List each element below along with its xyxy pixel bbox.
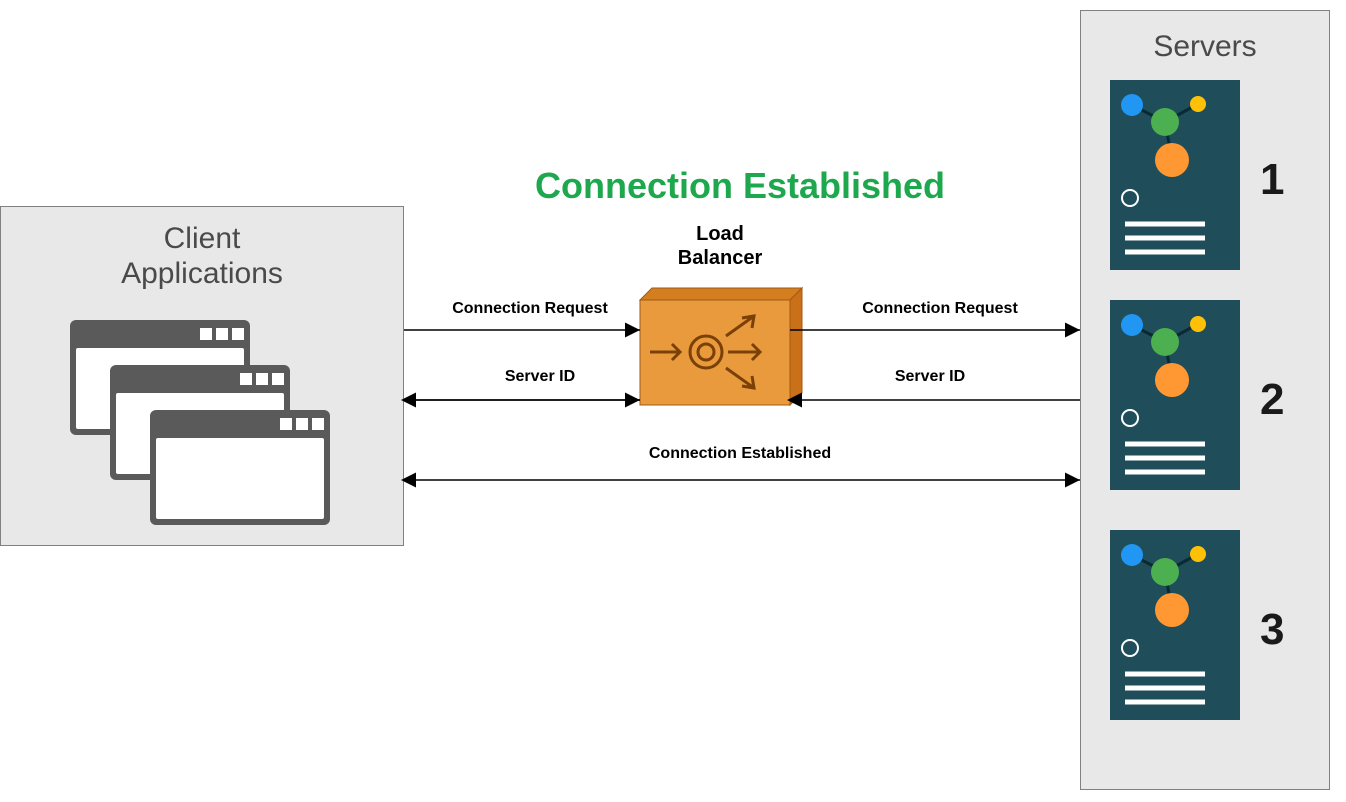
arrow-label-connreq-2: Connection Request	[840, 300, 1040, 318]
arrow-label-serverid-1: Server ID	[480, 368, 600, 386]
arrows-layer	[0, 0, 1346, 802]
arrow-label-connreq-1: Connection Request	[430, 300, 630, 318]
arrow-label-connest: Connection Established	[620, 445, 860, 463]
arrow-label-serverid-2: Server ID	[870, 368, 990, 386]
